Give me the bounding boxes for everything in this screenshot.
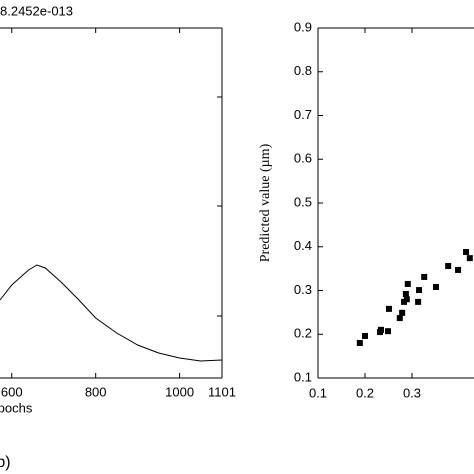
data-point <box>445 263 452 269</box>
data-point <box>377 326 384 333</box>
y-tick-label: 0.5 <box>294 194 312 209</box>
y-tick-label: 0.7 <box>294 107 312 122</box>
x-tick-label: 600 <box>1 384 23 399</box>
y-tick-label: 0.9 <box>294 19 312 34</box>
y-axis-label: Predicted value (µm) <box>258 143 273 262</box>
y-tick-label: 0.8 <box>294 63 312 78</box>
data-point <box>362 333 368 339</box>
data-point <box>396 315 403 322</box>
data-point <box>385 305 392 312</box>
x-tick-label: 1101 <box>208 384 236 399</box>
x-tick-label: 1000 <box>165 384 194 399</box>
data-point <box>402 291 409 297</box>
y-tick-label: 0.3 <box>294 282 312 297</box>
y-tick-label: 0.4 <box>294 238 312 253</box>
x-tick-label: 0.2 <box>356 385 374 400</box>
x-tick-label: 800 <box>85 384 107 399</box>
data-point <box>415 298 422 305</box>
data-point <box>385 328 392 335</box>
data-point <box>455 266 462 273</box>
data-point <box>463 249 470 255</box>
data-point <box>404 280 411 287</box>
data-point <box>421 273 428 280</box>
data-point <box>416 287 423 294</box>
data-line <box>0 264 223 362</box>
data-point <box>356 340 363 346</box>
data-point <box>399 309 406 316</box>
y-tick-label: 0.6 <box>294 151 312 166</box>
data-point <box>466 255 473 262</box>
y-tick-label: 0.1 <box>294 369 312 384</box>
data-point <box>403 296 410 303</box>
y-tick-label: 0.2 <box>294 326 312 341</box>
data-point <box>432 284 439 290</box>
panel-label: (b) <box>0 454 11 471</box>
x-tick-label: 0.3 <box>403 385 421 400</box>
x-axis-label: Epochs <box>0 400 33 415</box>
chart-title: 8.2452e-013 <box>0 3 73 18</box>
x-tick-label: 0.1 <box>309 385 327 400</box>
